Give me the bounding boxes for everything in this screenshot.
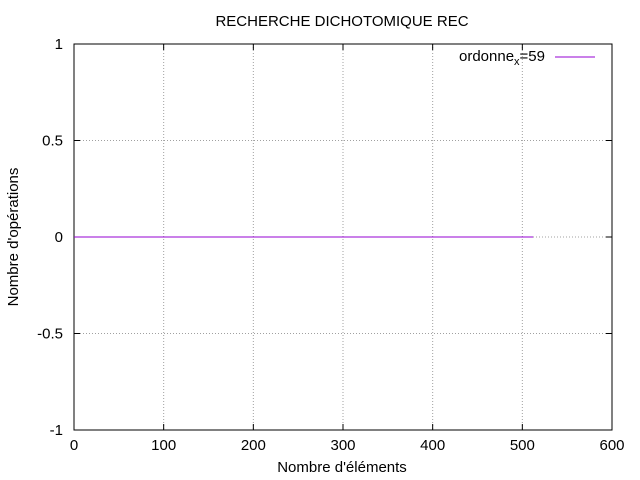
x-tick-label: 600 [599, 437, 624, 454]
legend: ordonnex=59 [459, 48, 595, 68]
x-tick-label: 500 [510, 437, 535, 454]
x-axis-label: Nombre d'éléments [277, 459, 407, 476]
legend-rest: =59 [520, 48, 545, 65]
x-tick-label: 400 [420, 437, 445, 454]
legend-main: ordonne [459, 48, 514, 65]
legend-subscript: x [514, 56, 520, 68]
x-tick-label: 300 [330, 437, 355, 454]
x-tick-label: 100 [151, 437, 176, 454]
y-tick-label: -1 [50, 422, 63, 439]
legend-entry: ordonnex=59 [459, 48, 545, 68]
y-tick-label: 0 [55, 229, 63, 246]
x-tick-label: 0 [70, 437, 78, 454]
y-tick-label: 1 [55, 36, 63, 53]
x-tick-label: 200 [241, 437, 266, 454]
chart-title: RECHERCHE DICHOTOMIQUE REC [215, 13, 468, 30]
y-tick-label: 0.5 [42, 133, 63, 150]
y-axis-label: Nombre d'opérations [5, 168, 22, 307]
y-tick-label: -0.5 [37, 326, 63, 343]
y-ticks: 1 0.5 0 -0.5 -1 [37, 36, 612, 439]
x-ticks: 0 100 200 300 400 500 600 [70, 44, 625, 454]
